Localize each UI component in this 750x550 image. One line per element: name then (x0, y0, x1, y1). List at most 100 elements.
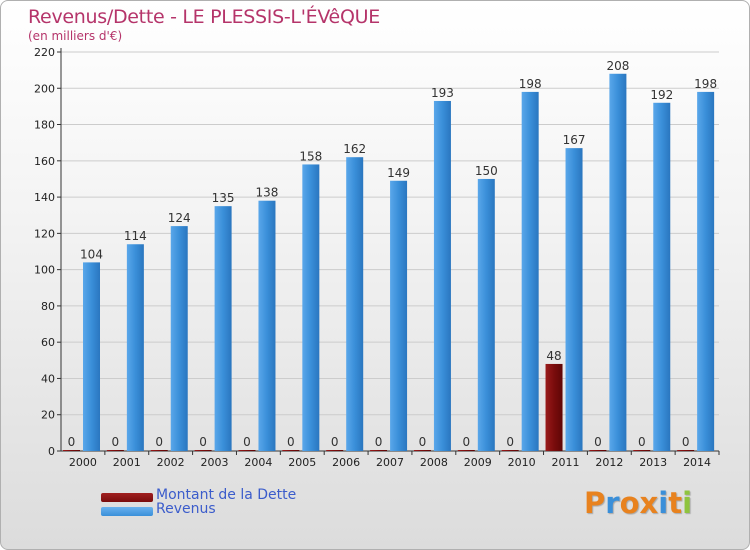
bar-revenus (214, 206, 232, 451)
legend-swatch-revenus (101, 507, 153, 516)
data-label-revenus: 138 (256, 186, 279, 200)
bar-revenus (565, 148, 583, 451)
bar-revenus (302, 164, 320, 452)
bar-revenus (346, 157, 364, 451)
bar-revenus (258, 200, 276, 451)
data-label-dette: 0 (462, 435, 470, 449)
y-tick-label: 0 (48, 445, 55, 458)
chart-subtitle: (en milliers d'€) (28, 29, 123, 43)
y-tick-label: 80 (41, 300, 55, 313)
x-tick-label: 2000 (69, 456, 97, 469)
data-label-dette: 0 (331, 435, 339, 449)
bar-revenus (83, 262, 100, 451)
x-tick-label: 2005 (288, 456, 316, 469)
bar-revenus (521, 91, 539, 452)
proxiti-logo: Proxiti (584, 486, 692, 520)
bar-dette (589, 450, 607, 451)
bar-revenus (390, 180, 408, 451)
bar-dette (63, 450, 80, 451)
bar-dette (501, 450, 519, 451)
y-tick-label: 140 (34, 191, 55, 204)
data-label-revenus: 192 (650, 88, 673, 102)
y-tick-label: 180 (34, 119, 55, 132)
bar-revenus (653, 102, 671, 452)
data-label-revenus: 198 (519, 77, 542, 91)
y-tick-label: 160 (34, 155, 55, 168)
bar-dette (194, 450, 212, 451)
data-label-revenus: 124 (168, 211, 191, 225)
data-label-dette: 0 (287, 435, 295, 449)
x-tick-label: 2007 (376, 456, 404, 469)
bar-revenus (126, 244, 144, 451)
data-label-revenus: 104 (80, 247, 103, 261)
x-tick-label: 2011 (551, 456, 579, 469)
bar-dette (150, 450, 168, 451)
data-label-revenus: 162 (343, 142, 366, 156)
data-label-revenus: 150 (475, 164, 498, 178)
bar-dette (326, 450, 344, 451)
legend-swatch-dette (101, 493, 153, 502)
x-tick-label: 2004 (244, 456, 272, 469)
logo-letter: P (584, 486, 606, 520)
logo-letter: r (605, 486, 620, 520)
x-tick-label: 2002 (157, 456, 185, 469)
y-tick-label: 220 (34, 46, 55, 59)
data-label-revenus: 158 (299, 149, 322, 163)
data-label-dette: 0 (506, 435, 514, 449)
legend-label-dette: Montant de la Dette (156, 487, 297, 503)
data-label-revenus: 198 (694, 77, 717, 91)
y-tick-label: 20 (41, 409, 55, 422)
x-tick-label: 2013 (639, 456, 667, 469)
data-label-dette: 0 (112, 435, 120, 449)
bar-dette (370, 450, 388, 451)
x-tick-label: 2006 (332, 456, 360, 469)
bar-dette (633, 450, 651, 451)
data-label-dette: 0 (594, 435, 602, 449)
data-label-revenus: 149 (387, 166, 410, 180)
data-label-revenus: 135 (212, 191, 235, 205)
logo-letter: x (639, 486, 659, 520)
data-label-dette: 48 (546, 349, 561, 363)
y-tick-label: 40 (41, 372, 55, 385)
data-label-dette: 0 (682, 435, 690, 449)
chart-title: Revenus/Dette - LE PLESSIS-L'ÉVêQUE (28, 6, 380, 28)
bar-revenus (433, 100, 451, 451)
data-label-dette: 0 (243, 435, 251, 449)
x-tick-label: 2008 (420, 456, 448, 469)
bar-dette (457, 450, 475, 451)
data-label-dette: 0 (155, 435, 163, 449)
logo-letter: i (682, 486, 693, 520)
data-label-dette: 0 (199, 435, 207, 449)
bar-dette (282, 450, 300, 451)
data-label-revenus: 193 (431, 86, 454, 100)
y-tick-label: 100 (34, 264, 55, 277)
data-label-dette: 0 (638, 435, 646, 449)
data-label-dette: 0 (68, 435, 76, 449)
x-tick-label: 2001 (113, 456, 141, 469)
bar-revenus (477, 178, 495, 452)
logo-letter: o (619, 486, 640, 520)
bar-revenus (609, 73, 627, 451)
x-tick-label: 2010 (508, 456, 536, 469)
y-tick-label: 200 (34, 82, 55, 95)
data-label-dette: 0 (419, 435, 427, 449)
data-label-revenus: 114 (124, 229, 147, 243)
logo-letter: i (658, 486, 669, 520)
x-tick-label: 2012 (595, 456, 623, 469)
data-label-revenus: 208 (606, 59, 629, 73)
logo-letter: t (668, 486, 683, 520)
data-label-revenus: 167 (563, 133, 586, 147)
x-tick-label: 2003 (201, 456, 229, 469)
bar-revenus (697, 91, 715, 452)
bar-dette (413, 450, 431, 451)
y-tick-label: 60 (41, 336, 55, 349)
bar-dette (238, 450, 256, 451)
y-tick-label: 120 (34, 227, 55, 240)
bar-revenus (170, 226, 188, 451)
legend-label-revenus: Revenus (156, 501, 216, 517)
data-label-dette: 0 (375, 435, 383, 449)
x-tick-label: 2009 (464, 456, 492, 469)
x-tick-label: 2014 (683, 456, 711, 469)
bar-dette (106, 450, 124, 451)
